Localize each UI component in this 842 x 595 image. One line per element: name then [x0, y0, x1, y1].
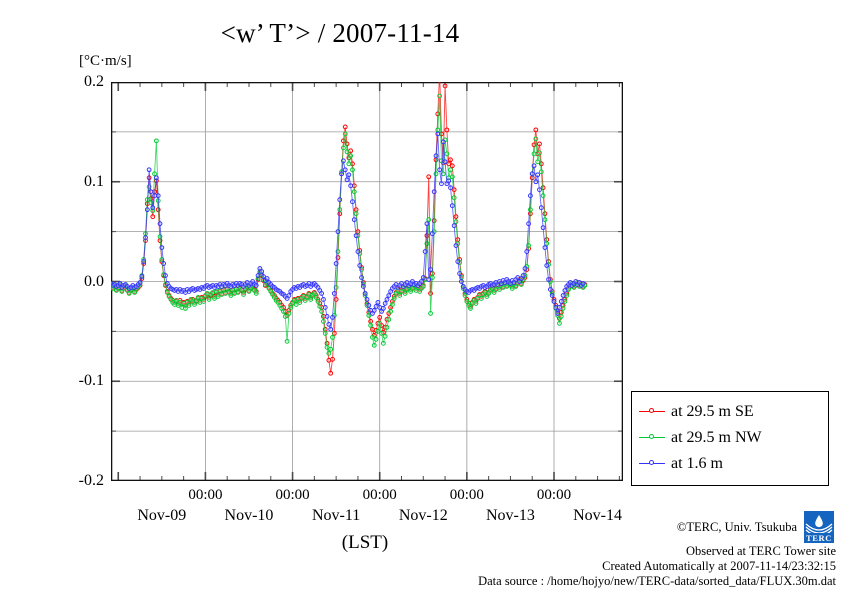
x-tick-time-label: 00:00	[362, 487, 397, 503]
legend-marker-icon	[639, 432, 665, 444]
footer-data-source: Data source : /home/hojyo/new/TERC-data/…	[478, 574, 836, 588]
footer: ©TERC, Univ. Tsukuba TERC Observed at TE…	[406, 510, 836, 589]
y-tick-label: 0.2	[84, 73, 104, 90]
y-axis-unit-label: [°C·m/s]	[79, 53, 132, 69]
x-tick-time-label: 00:00	[275, 487, 310, 503]
plot-svg	[111, 82, 623, 481]
legend-item[interactable]: at 29.5 m SE	[632, 399, 828, 425]
x-tick-time-label: 00:00	[188, 487, 223, 503]
y-axis-tick-labels: 0.2 0.1 0.0 -0.1 -0.2	[56, 0, 104, 595]
x-tick-date-label: Nov-10	[224, 507, 274, 524]
legend-item[interactable]: at 29.5 m NW	[632, 425, 828, 451]
legend-marker-icon	[639, 406, 665, 418]
gridlines	[111, 82, 623, 481]
y-tick-label: 0.0	[84, 272, 104, 290]
x-tick-date-label: Nov-09	[137, 507, 187, 524]
x-tick-time-label: 00:00	[536, 487, 572, 503]
page-title: <w’ T’> / 2007-11-14	[220, 18, 460, 48]
legend-item[interactable]: at 1.6 m	[632, 451, 828, 477]
x-tick-time-label: 00:00	[449, 487, 484, 503]
footer-copyright-row: ©TERC, Univ. Tsukuba TERC	[406, 510, 836, 544]
series-2	[111, 131, 586, 332]
plot-area	[111, 82, 623, 481]
y-tick-label: -0.1	[78, 372, 104, 390]
footer-created: Created Automatically at 2007-11-14/23:3…	[602, 559, 836, 573]
x-tick-date-label: Nov-14	[573, 507, 623, 524]
y-tick-label: -0.2	[78, 472, 104, 489]
legend-item-label: at 1.6 m	[671, 455, 723, 472]
x-axis-label: (LST)	[341, 532, 389, 553]
data-series	[111, 82, 588, 376]
x-tick-date-label: Nov-12	[398, 507, 448, 524]
legend-marker-icon	[639, 458, 665, 470]
footer-copyright: ©TERC, Univ. Tsukuba	[676, 519, 797, 534]
footer-observed: Observed at TERC Tower site	[685, 544, 836, 558]
series-1	[111, 93, 588, 356]
legend: at 29.5 m SE at 29.5 m NW at 1.6 m	[631, 391, 829, 486]
terc-logo-icon: TERC	[802, 510, 836, 544]
y-tick-label: 0.1	[84, 172, 104, 190]
legend-item-label: at 29.5 m SE	[671, 403, 754, 420]
legend-item-label: at 29.5 m NW	[671, 429, 762, 446]
svg-text:TERC: TERC	[806, 533, 832, 543]
x-tick-date-label: Nov-11	[311, 507, 361, 524]
x-tick-date-label: Nov-13	[485, 507, 535, 524]
